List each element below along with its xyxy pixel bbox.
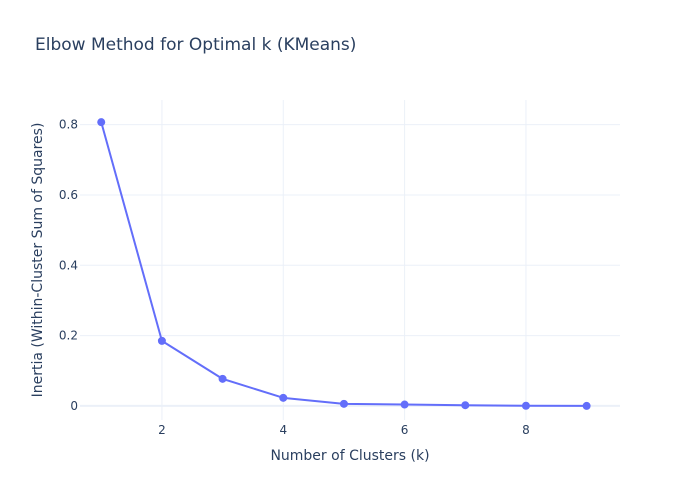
data-point[interactable]: [582, 401, 591, 410]
y-tick-label: 0.4: [59, 258, 78, 272]
grid-layer: [80, 100, 620, 420]
y-tick-label: 0: [70, 399, 78, 413]
data-point[interactable]: [218, 374, 227, 383]
y-tick-label: 0.2: [59, 329, 78, 343]
data-point[interactable]: [400, 400, 409, 409]
x-tick-label: 4: [279, 423, 287, 437]
data-point[interactable]: [97, 118, 106, 127]
data-point[interactable]: [521, 401, 530, 410]
y-tick-label: 0.8: [59, 118, 78, 132]
tick-label-layer: 2 4 6 8 0 0.2 0.4 0.6 0.8: [59, 118, 530, 437]
data-point[interactable]: [157, 336, 166, 345]
chart-title: Elbow Method for Optimal k (KMeans): [35, 35, 356, 55]
data-point[interactable]: [279, 393, 288, 402]
y-axis-title: Inertia (Within-Cluster Sum of Squares): [30, 123, 46, 398]
series-layer: [97, 118, 591, 410]
x-tick-label: 2: [158, 423, 166, 437]
x-tick-label: 8: [522, 423, 530, 437]
series-line: [100, 121, 587, 407]
y-tick-label: 0.6: [59, 188, 78, 202]
data-point[interactable]: [461, 401, 470, 410]
x-tick-label: 6: [401, 423, 409, 437]
x-axis-title: Number of Clusters (k): [270, 448, 429, 464]
data-point[interactable]: [339, 399, 348, 408]
